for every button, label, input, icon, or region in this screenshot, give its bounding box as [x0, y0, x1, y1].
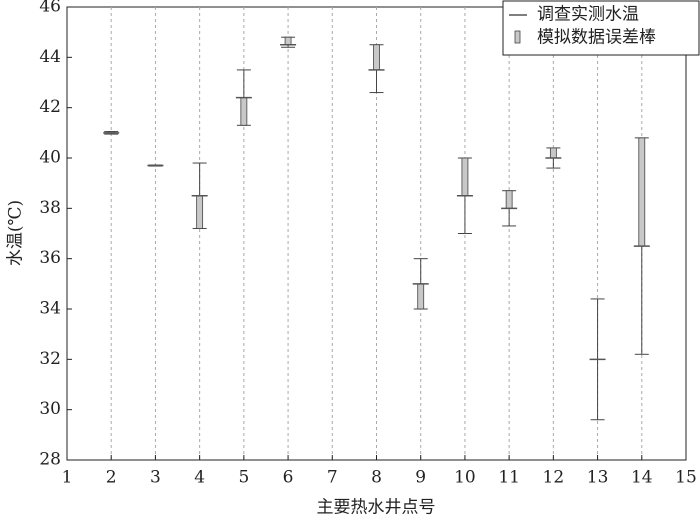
y-tick-label: 32	[39, 349, 61, 369]
x-tick-label: 6	[283, 468, 294, 488]
sim-bar	[417, 283, 425, 310]
x-axis-label: 主要热水井点号	[317, 498, 436, 518]
legend-box	[502, 0, 700, 56]
x-tick-label: 3	[150, 468, 161, 488]
sim-bar	[549, 147, 557, 159]
sim-bar	[373, 44, 380, 71]
y-tick-label: 28	[39, 450, 61, 470]
y-tick-label: 34	[39, 299, 61, 319]
legend-label: 模拟数据误差棒	[537, 28, 656, 48]
x-tick-label: 13	[587, 468, 609, 488]
legend-swatch	[514, 30, 521, 44]
sim-bar	[638, 137, 646, 247]
sim-bar	[240, 97, 248, 126]
sim-bar	[196, 195, 204, 229]
x-tick-label: 11	[498, 468, 520, 488]
sim-bar	[461, 157, 469, 197]
x-tick-label: 1	[62, 468, 73, 488]
y-tick-label: 42	[39, 97, 61, 117]
sim-bar	[505, 190, 513, 209]
x-tick-label: 15	[675, 468, 697, 488]
x-tick-label: 12	[543, 468, 565, 488]
x-tick-label: 4	[194, 468, 205, 488]
x-tick-label: 7	[327, 468, 338, 488]
y-tick-label: 44	[39, 47, 61, 67]
x-tick-label: 14	[631, 468, 653, 488]
y-tick-label: 30	[39, 399, 61, 419]
x-tick-label: 5	[238, 468, 249, 488]
y-axis-label: 水温(℃)	[6, 200, 26, 266]
y-tick-label: 36	[39, 248, 61, 268]
x-tick-label: 10	[454, 468, 476, 488]
legend-label: 调查实测水温	[537, 5, 639, 25]
x-tick-label: 9	[415, 468, 426, 488]
y-tick-label: 46	[39, 0, 61, 17]
sim-bar	[284, 36, 292, 46]
x-tick-label: 2	[106, 468, 117, 488]
x-tick-label: 8	[371, 468, 382, 488]
y-tick-label: 38	[39, 198, 61, 218]
y-tick-label: 40	[39, 148, 61, 168]
